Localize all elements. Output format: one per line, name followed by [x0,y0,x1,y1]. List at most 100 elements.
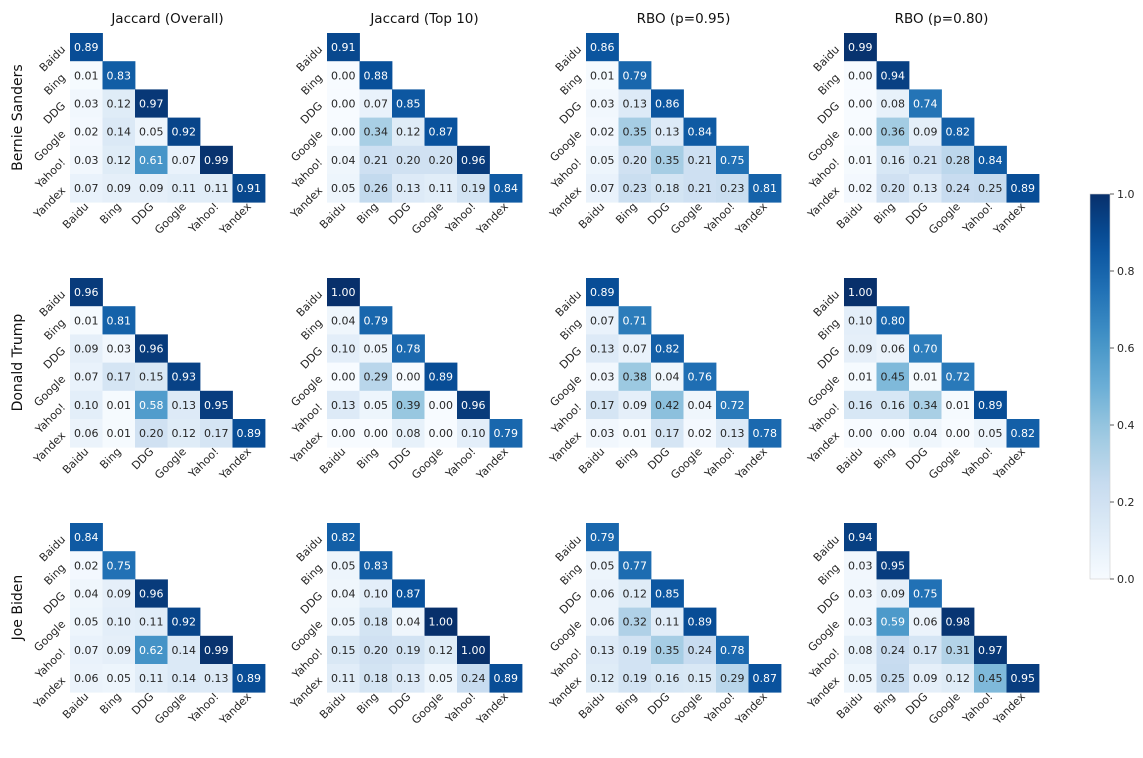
y-tick-label: Baidu [37,533,68,564]
heatmap-cell [618,419,652,448]
heatmap-cell [327,117,360,147]
x-tick-label: DDG [129,690,156,717]
cell-value-label: 0.82 [331,531,356,544]
heatmap-cell [586,33,619,62]
x-tick-label: Google [926,445,963,482]
heatmap-cell [844,278,877,307]
heatmap-cell [70,551,103,580]
y-tick-label: Google [31,127,68,164]
cell-value-label: 0.26 [364,182,389,195]
cell-value-label: 0.06 [590,616,615,629]
heatmap-cell [102,145,136,175]
cell-value-label: 0.84 [978,154,1003,167]
heatmap-cell [618,334,652,363]
cell-value-label: 0.10 [461,427,486,440]
cell-value-label: 0.78 [720,644,745,657]
x-tick-label: Yandex [216,200,254,238]
cell-value-label: 0.70 [913,343,938,356]
x-tick-label: Google [668,200,705,237]
heatmap-cell [844,635,877,665]
cell-value-label: 0.19 [623,644,648,657]
cell-value-label: 0.79 [494,427,519,440]
heatmap-cell [941,635,975,665]
x-tick-label: DDG [645,200,672,227]
cell-value-label: 0.96 [461,399,486,412]
heatmap-cell [70,579,103,608]
heatmap-cell [70,145,103,175]
cell-value-label: 0.84 [688,126,713,139]
cell-value-label: 0.89 [237,672,262,685]
heatmap-cell [844,390,877,420]
cell-value-label: 0.79 [590,531,615,544]
x-tick-label: Google [152,200,189,237]
cell-value-label: 0.00 [331,69,356,82]
heatmap-cell [102,362,136,392]
cell-value-label: 0.29 [720,672,745,685]
x-tick-label: Yandex [216,445,254,483]
cell-value-label: 0.35 [655,644,680,657]
heatmap-cell [844,89,877,118]
heatmap-cell [392,579,425,608]
cell-value-label: 0.02 [688,427,713,440]
x-tick-label: Yandex [473,690,511,728]
heatmap-cell [135,607,168,637]
cell-value-label: 0.00 [848,427,873,440]
cell-value-label: 0.00 [848,69,873,82]
y-tick-label: Google [31,617,68,654]
heatmap-cell [327,334,360,363]
cell-value-label: 0.09 [913,672,938,685]
cell-value-label: 0.25 [978,182,1003,195]
heatmap-cell [424,117,458,147]
heatmap-cell [232,664,266,693]
cell-value-label: 0.07 [364,98,389,111]
cell-value-label: 0.10 [364,588,389,601]
heatmap-donald-trump-rbo-p-0-80: 1.00 0.10 0.80 0.09 0.06 0.70 0.01 0.45 0.01 0.72… [805,278,1040,483]
colorbar-tick-label: 0.0 [1117,573,1135,586]
y-tick-label: Baidu [811,533,842,564]
cell-value-label: 0.03 [590,371,615,384]
cell-value-label: 0.25 [881,672,906,685]
cell-value-label: 0.72 [946,371,971,384]
heatmap-cell [327,145,360,175]
x-tick-label: Baidu [834,690,865,721]
y-tick-label: Bing [42,561,69,588]
heatmap-cell [457,174,490,203]
cell-value-label: 0.01 [590,69,615,82]
heatmap-cell [327,278,360,307]
heatmap-cell [618,89,652,118]
x-tick-label: Bing [613,690,640,717]
x-tick-label: Yahoo! [442,445,478,481]
heatmap-cell [327,607,360,637]
cell-value-label: 0.89 [1011,182,1036,195]
heatmap-cell [135,664,168,693]
x-tick-label: DDG [386,690,413,717]
cell-value-label: 0.06 [913,616,938,629]
heatmap-cell [974,664,1007,693]
cell-value-label: 0.00 [331,371,356,384]
x-tick-label: Yandex [732,200,770,238]
heatmap-joe-biden-rbo-p-0-95: 0.79 0.05 0.77 0.06 0.12 0.85 0.06 0.32 0.11 0.89… [547,523,782,728]
heatmap-cell [651,664,684,693]
cell-value-label: 0.10 [848,314,873,327]
cell-value-label: 0.13 [396,182,421,195]
heatmap-cell [909,390,942,420]
heatmap-cell [200,664,233,693]
x-tick-label: Bing [871,200,898,227]
heatmap-cell [618,362,652,392]
x-tick-label: Baidu [834,445,865,476]
cell-value-label: 0.17 [655,427,680,440]
heatmap-cell [618,145,652,175]
y-tick-label: DDG [41,589,68,616]
cell-value-label: 0.82 [1011,427,1036,440]
cell-value-label: 0.02 [74,126,99,139]
heatmap-cell [683,362,717,392]
cell-value-label: 0.00 [429,427,454,440]
cell-value-label: 0.09 [881,588,906,601]
cell-value-label: 0.08 [881,98,906,111]
cell-value-label: 0.11 [172,182,197,195]
cell-value-label: 0.13 [590,644,615,657]
y-tick-label: DDG [41,99,68,126]
heatmap-cell [102,117,136,147]
heatmap-cell [359,551,393,580]
cell-value-label: 0.62 [139,644,164,657]
